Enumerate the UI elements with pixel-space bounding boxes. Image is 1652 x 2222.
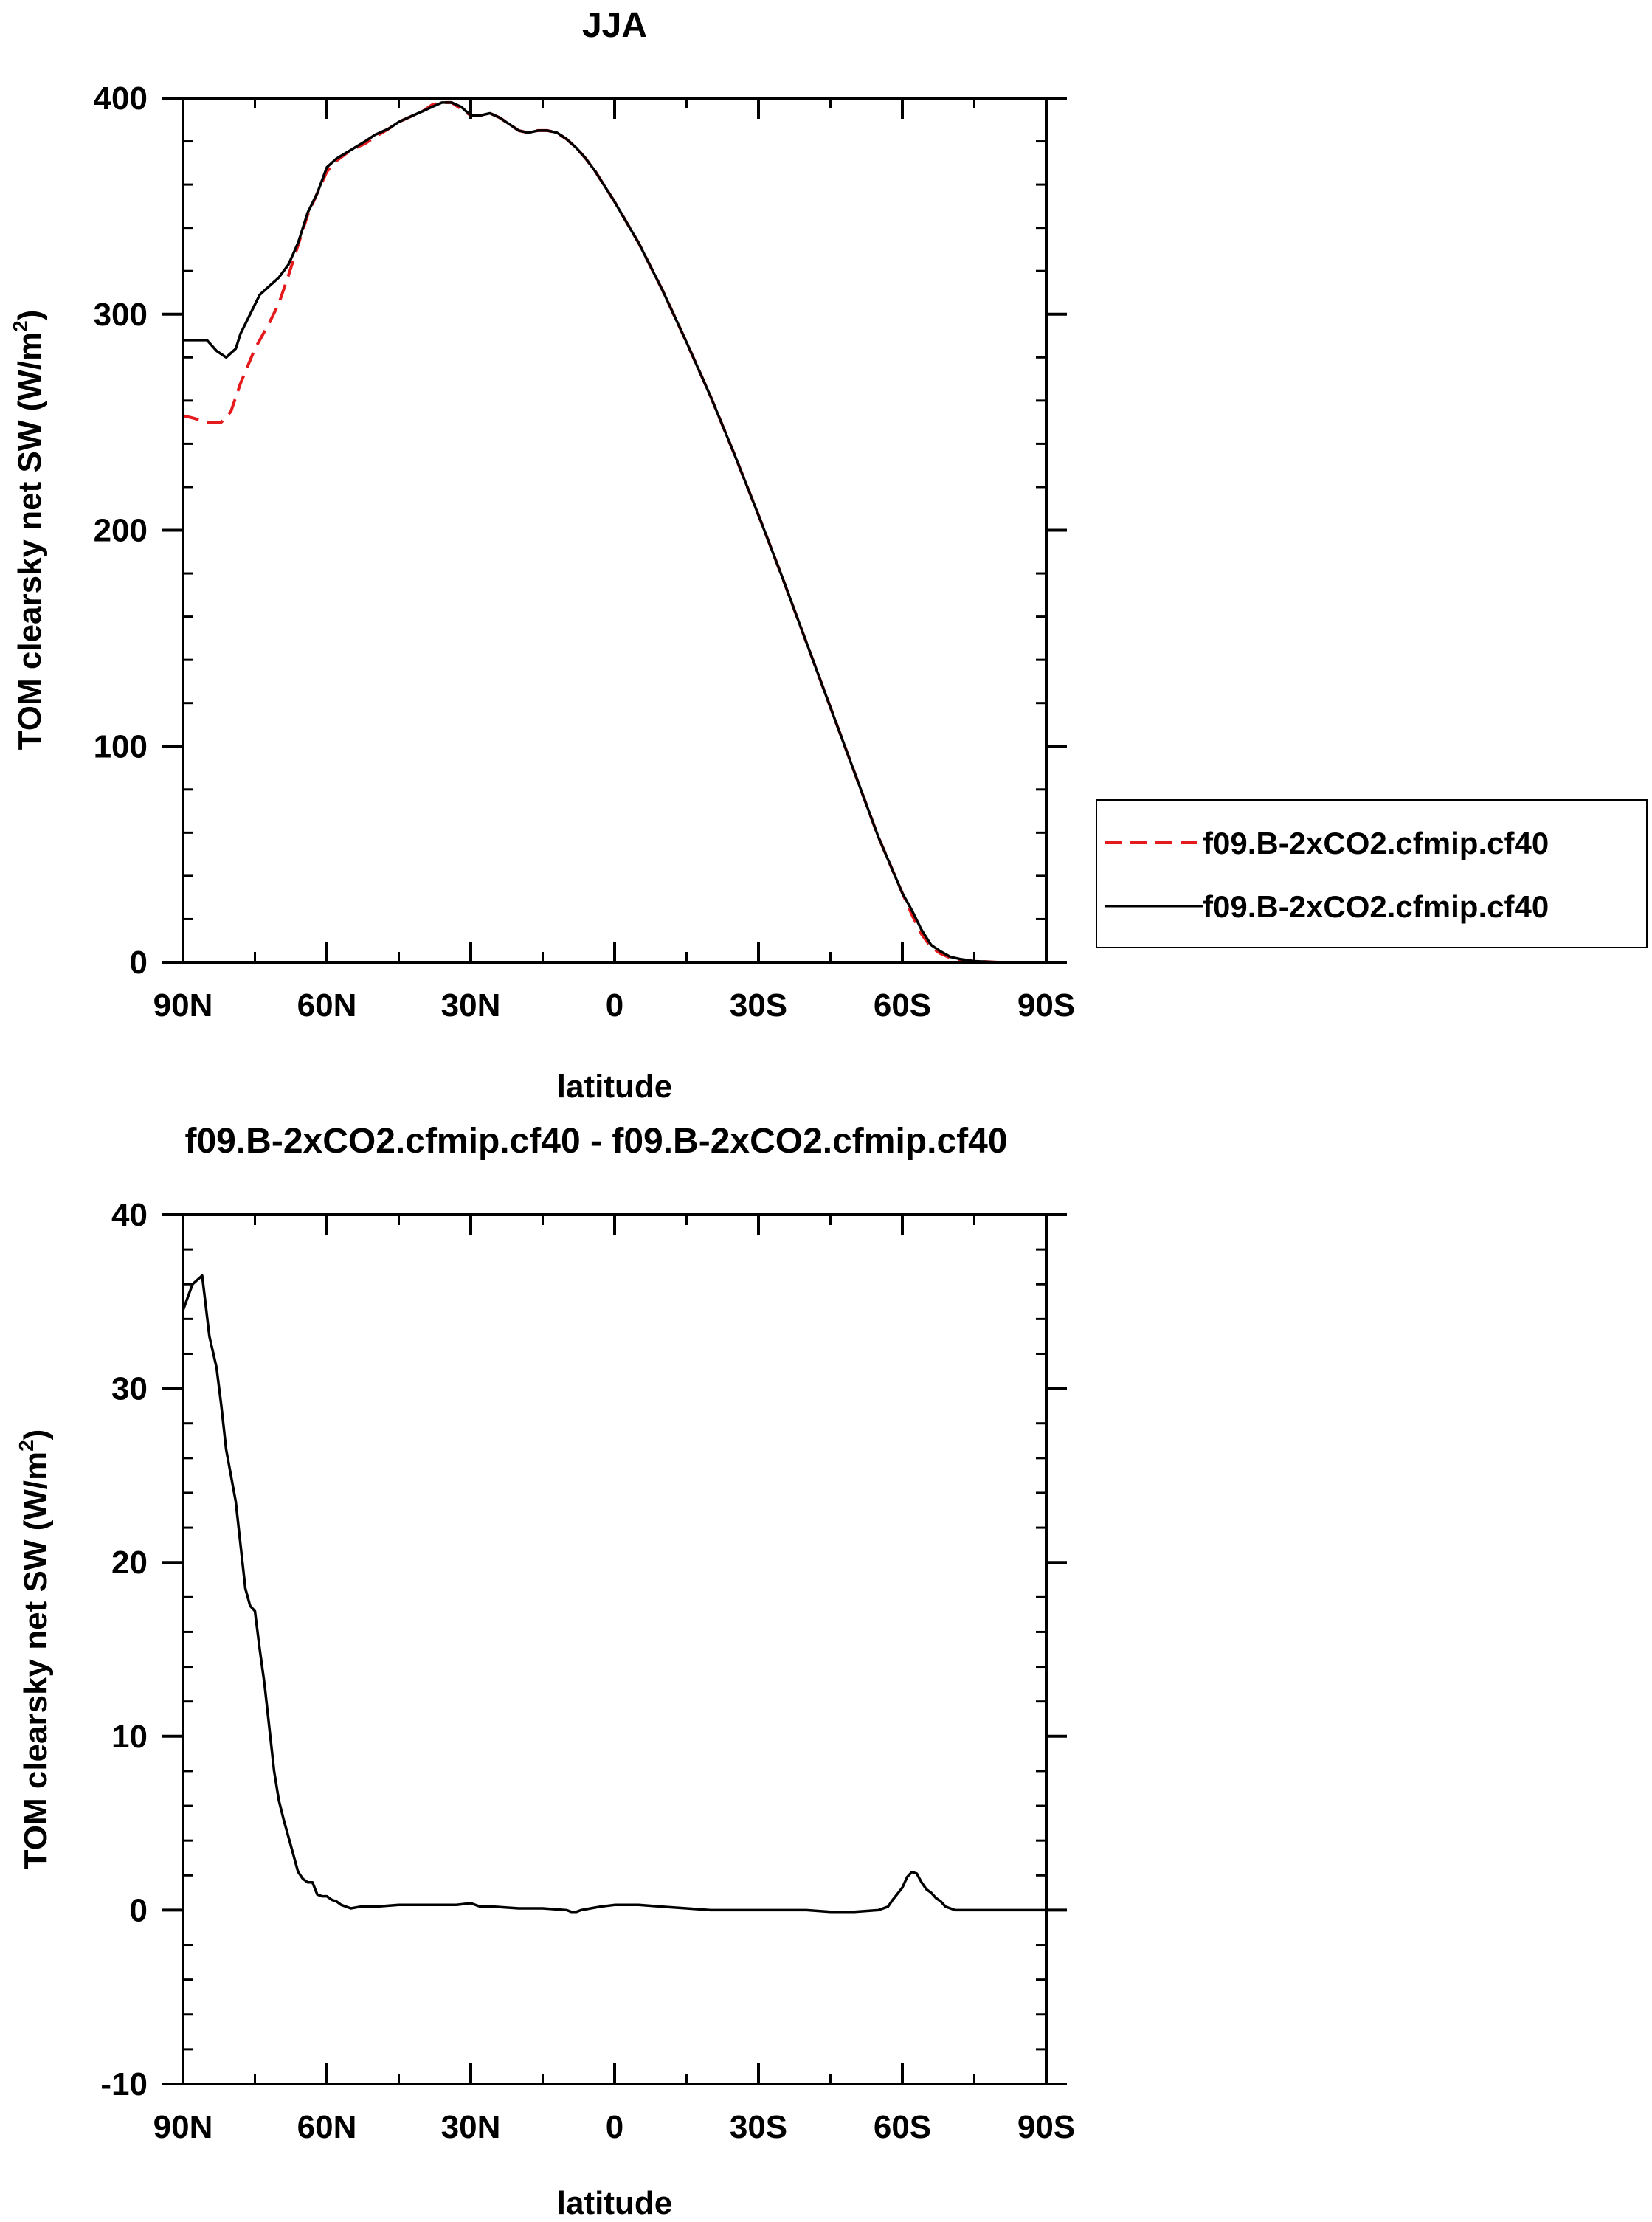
top-y-tick-label: 300 bbox=[94, 297, 148, 333]
bottom-y-tick-label: 10 bbox=[111, 1719, 148, 1755]
bottom-y-tick-label: 20 bbox=[111, 1545, 148, 1581]
top-y-axis-label-close: ) bbox=[12, 310, 48, 321]
top-series-line-2 bbox=[183, 101, 1046, 964]
top-chart-title: JJA bbox=[582, 6, 647, 45]
bottom-y-tick-label: -10 bbox=[100, 2066, 148, 2102]
top-x-tick-label: 90N bbox=[153, 987, 213, 1024]
bottom-y-axis-label-close: ) bbox=[18, 1429, 54, 1440]
bottom-x-tick-label: 90S bbox=[1017, 2109, 1075, 2145]
top-y-axis-label-text: TOM clearsky net SW (W/m bbox=[12, 332, 48, 750]
bottom-chart-title: f09.B-2xCO2.cfmip.cf40 - f09.B-2xCO2.cfm… bbox=[184, 1122, 1007, 1161]
top-plot-frame bbox=[182, 97, 1048, 964]
bottom-y-tick-label: 30 bbox=[111, 1371, 148, 1407]
top-y-tick-label: 0 bbox=[130, 945, 148, 981]
top-series-line-1 bbox=[182, 100, 1046, 964]
bottom-x-tick-label: 30N bbox=[441, 2109, 501, 2145]
bottom-series-line-1 bbox=[182, 1274, 1046, 1914]
legend: f09.B-2xCO2.cfmip.cf40 f09.B-2xCO2.cfmip… bbox=[1096, 799, 1648, 948]
bottom-x-tick-label: 30S bbox=[730, 2109, 787, 2145]
top-y-axis-label-sup: 2 bbox=[9, 320, 32, 332]
bottom-y-tick-label: 0 bbox=[130, 1892, 148, 1928]
bottom-y-axis-label-sup: 2 bbox=[15, 1440, 38, 1452]
top-y-tick-label: 200 bbox=[94, 513, 148, 549]
top-x-tick-label: 30S bbox=[730, 987, 787, 1024]
bottom-x-tick-label: 60S bbox=[874, 2109, 931, 2145]
top-y-tick-label: 400 bbox=[94, 80, 148, 117]
bottom-y-tick-label: 40 bbox=[111, 1197, 148, 1233]
legend-box bbox=[1096, 799, 1648, 948]
legend-entry-2: f09.B-2xCO2.cfmip.cf40 bbox=[1203, 889, 1549, 924]
top-x-tick-label: 0 bbox=[606, 987, 623, 1024]
bottom-x-tick-label: 90N bbox=[153, 2109, 213, 2145]
top-panel: JJA 90N 60N 30N 0 30S 60S 90S 0 100 200 300 400 lat… bbox=[9, 6, 1648, 1105]
bottom-y-axis-label-text: TOM clearsky net SW (W/m bbox=[18, 1452, 54, 1869]
bottom-y-axis-label: TOM clearsky net SW (W/m2) bbox=[15, 1429, 54, 1870]
top-x-tick-label: 60N bbox=[297, 987, 357, 1024]
bottom-x-tick-label: 0 bbox=[606, 2109, 623, 2145]
bottom-x-tick-label: 60N bbox=[297, 2109, 357, 2145]
top-axes: 90N 60N 30N 0 30S 60S 90S 0 100 200 300 400 bbox=[94, 80, 1076, 1024]
top-y-axis-label: TOM clearsky net SW (W/m2) bbox=[9, 310, 48, 751]
bottom-panel: f09.B-2xCO2.cfmip.cf40 - f09.B-2xCO2.cfm… bbox=[15, 1122, 1075, 2221]
legend-entry-1: f09.B-2xCO2.cfmip.cf40 bbox=[1203, 826, 1549, 860]
top-x-tick-label: 30N bbox=[441, 987, 501, 1024]
top-x-axis-label: latitude bbox=[557, 1069, 672, 1105]
bottom-axes: 90N 60N 30N 0 30S 60S 90S -10 0 10 20 30 40 bbox=[100, 1197, 1075, 2145]
bottom-plot-frame bbox=[182, 1213, 1048, 2085]
bottom-x-axis-label: latitude bbox=[557, 2185, 672, 2221]
bottom-series-group bbox=[182, 1274, 1046, 1914]
top-x-tick-label: 60S bbox=[874, 987, 931, 1024]
top-series-group bbox=[182, 100, 1046, 964]
top-y-tick-label: 100 bbox=[94, 728, 148, 765]
top-x-tick-label: 90S bbox=[1017, 987, 1075, 1024]
